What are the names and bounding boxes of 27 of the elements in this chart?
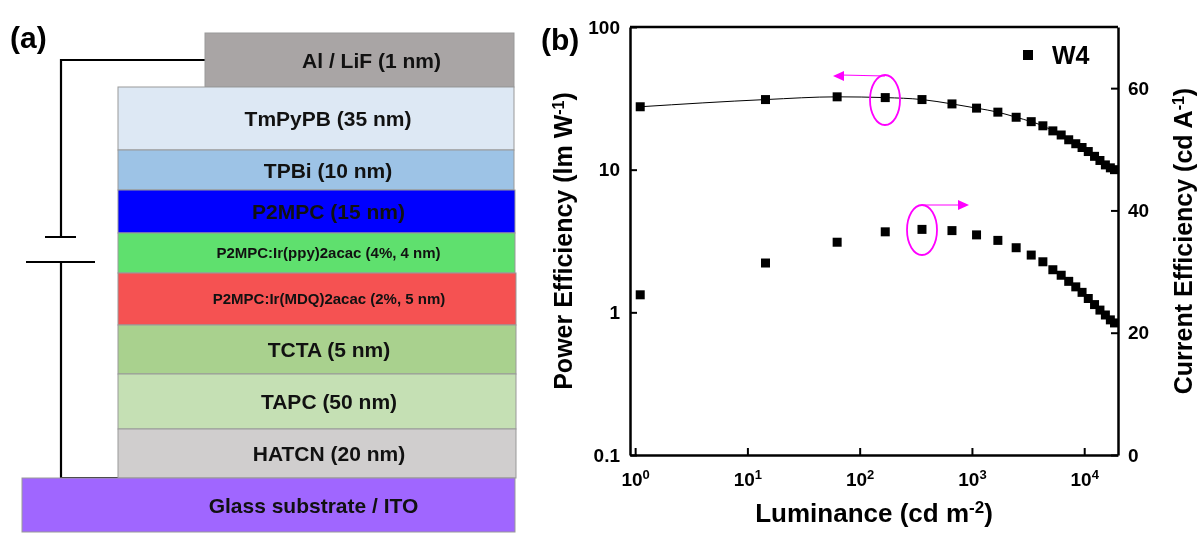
text: P2MPC (15 nm) <box>252 200 405 224</box>
x-tick-label: 10$^{0}$ <box>621 466 650 490</box>
legend-label: W4 <box>1052 41 1090 69</box>
y-tick-label: 1 <box>609 301 621 323</box>
text: TPBi (10 nm) <box>263 158 393 182</box>
y2-tick-label: 40 <box>1128 200 1150 222</box>
y-tick-label: 0.1 <box>593 444 621 466</box>
x-axis-title: Luminance (cd m$^{-2}$) <box>755 497 993 528</box>
text: (a) <box>10 21 47 54</box>
text: TAPC (50 nm) <box>260 390 398 414</box>
x-tick-label: 10$^{3}$ <box>958 466 987 490</box>
text: TCTA (5 nm) <box>267 338 391 362</box>
text: HATCN (20 nm) <box>252 442 406 466</box>
text: Al / LiF (1 nm) <box>302 48 441 72</box>
text: Glass substrate / ITO <box>208 493 419 517</box>
x-tick-label: 10$^{2}$ <box>845 466 875 490</box>
y2-tick-label: 20 <box>1128 322 1150 344</box>
text: TmPyPB (35 nm) <box>244 107 412 131</box>
y-tick-label: 10 <box>598 159 620 181</box>
y-tick-label: 100 <box>588 16 620 38</box>
text: P2MPC:Ir(MDQ)2acac (2%, 5 nm) <box>212 290 446 308</box>
y2-tick-label: 0 <box>1128 444 1139 466</box>
y2-tick-label: 60 <box>1128 77 1150 99</box>
text: P2MPC:Ir(ppy)2acac (4%, 4 nm) <box>216 244 441 262</box>
chart-title: (b) <box>541 23 580 56</box>
x-tick-label: 10$^{1}$ <box>733 466 763 490</box>
x-tick-label: 10$^{4}$ <box>1070 466 1100 490</box>
